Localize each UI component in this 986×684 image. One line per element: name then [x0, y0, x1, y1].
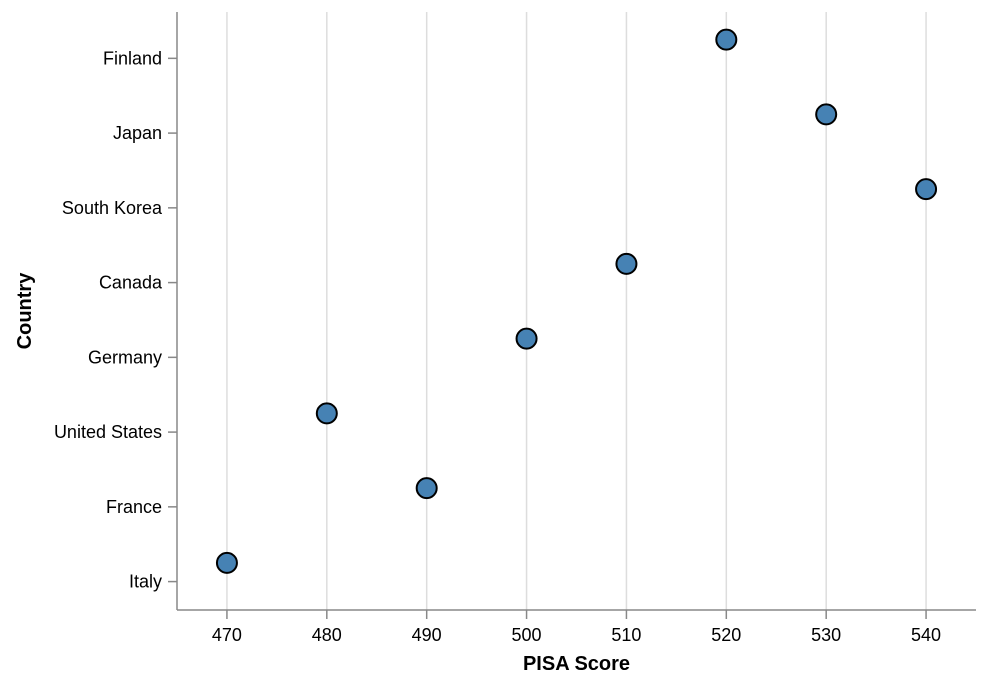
x-tick-label: 510	[611, 625, 641, 645]
y-axis-ticks: Finland Japan South Korea Canada Germany Unit…	[54, 48, 177, 592]
data-point-france	[415, 477, 438, 500]
data-points	[215, 28, 938, 574]
y-tick-label: Germany	[88, 347, 162, 367]
data-point-canada	[615, 252, 638, 275]
y-tick-label: South Korea	[62, 198, 163, 218]
y-axis-title: Country	[14, 272, 36, 350]
x-tick-label: 490	[412, 625, 442, 645]
data-point-italy	[215, 551, 238, 574]
data-point-japan	[815, 103, 838, 126]
x-axis-title: PISA Score	[523, 653, 630, 675]
x-tick-label: 480	[312, 625, 342, 645]
data-point-finland	[715, 28, 738, 51]
x-tick-label: 520	[711, 625, 741, 645]
data-point-united-states	[315, 402, 338, 425]
x-axis-ticks: 470 480 490 500 510 520 530 540	[212, 610, 941, 645]
x-tick-label: 500	[512, 625, 542, 645]
y-tick-label: Finland	[103, 48, 162, 68]
y-tick-label: Japan	[113, 123, 162, 143]
grid-layer	[226, 12, 927, 610]
y-tick-label: Canada	[99, 273, 163, 293]
data-point-germany	[515, 327, 538, 350]
x-tick-label: 540	[911, 625, 941, 645]
x-tick-label: 530	[811, 625, 841, 645]
y-tick-label: Italy	[129, 572, 162, 592]
x-tick-label: 470	[212, 625, 242, 645]
data-point-south-korea	[915, 178, 938, 201]
y-tick-label: United States	[54, 422, 162, 442]
y-tick-label: France	[106, 497, 162, 517]
